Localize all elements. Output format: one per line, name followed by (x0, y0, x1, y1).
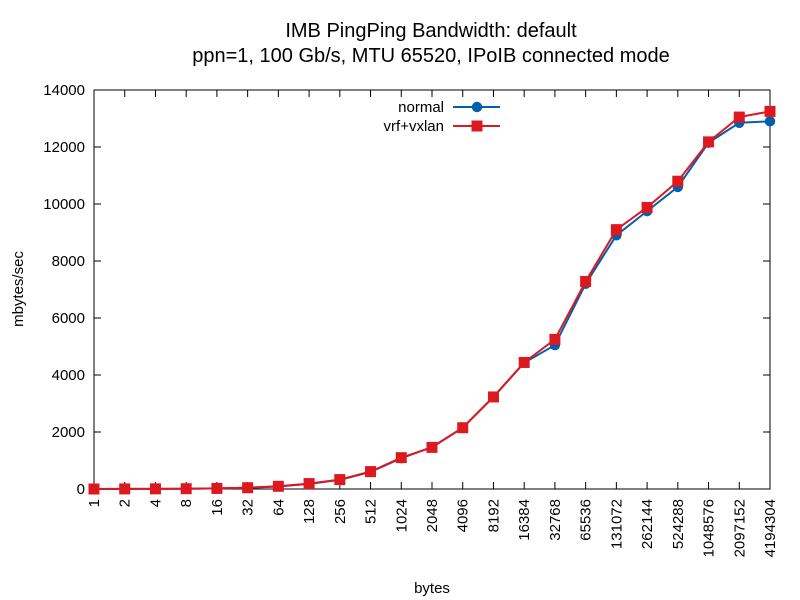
data-point (211, 482, 223, 494)
x-axis-label: bytes (414, 580, 450, 597)
x-tick-label: 128 (301, 499, 318, 524)
x-tick-label: 4 (147, 499, 164, 507)
x-tick-label: 16 (209, 499, 226, 516)
chart-title: IMB PingPing Bandwidth: default (285, 20, 577, 42)
legend-label: normal (398, 99, 444, 116)
data-point (149, 483, 161, 495)
data-point (764, 105, 776, 117)
y-tick-label: 2000 (52, 424, 85, 441)
plot-frame (93, 89, 771, 490)
x-tick-label: 16384 (516, 499, 533, 541)
data-point (580, 276, 592, 288)
data-point (334, 474, 346, 486)
data-point (703, 136, 715, 148)
y-tick-label: 14000 (43, 82, 85, 99)
x-tick-label: 2048 (424, 499, 441, 532)
legend-label: vrf+vxlan (384, 118, 444, 135)
data-point (457, 422, 469, 434)
x-tick-label: 1024 (393, 499, 410, 532)
data-point (672, 175, 684, 187)
legend-marker (471, 101, 483, 113)
series-1 (88, 105, 776, 495)
data-point (180, 483, 192, 495)
x-tick-label: 8 (178, 499, 195, 507)
x-tick-label: 8192 (485, 499, 502, 532)
x-tick-label: 65536 (578, 499, 595, 541)
y-axis: 0 2000 4000 6000 8000 10000 12000 14000 (43, 82, 770, 498)
x-tick-label: 256 (332, 499, 349, 524)
y-tick-label: 10000 (43, 196, 85, 213)
data-point (88, 483, 100, 495)
y-tick-label: 0 (77, 481, 85, 498)
legend: normal vrf+vxlan (384, 99, 500, 135)
data-point (764, 116, 776, 127)
x-tick-label: 32 (240, 499, 257, 516)
x-tick-label: 524288 (670, 499, 687, 549)
series-0 (88, 116, 776, 495)
x-tick-label: 32768 (547, 499, 564, 541)
data-point (487, 391, 499, 403)
series-layer (88, 105, 776, 495)
x-tick-label: 4194304 (762, 499, 779, 557)
x-tick-label: 64 (270, 499, 287, 516)
data-point (395, 452, 407, 464)
y-axis-label: mbytes/sec (10, 251, 27, 327)
x-tick-label: 131072 (608, 499, 625, 549)
data-point (610, 224, 622, 236)
data-point (426, 441, 438, 453)
x-tick-label: 2 (117, 499, 134, 507)
series-line (93, 110, 771, 490)
x-axis: 1 2 4 8 16 32 64 128 256 512 1024 2048 4096 8192 16384… (86, 90, 779, 557)
x-tick-label: 1048576 (701, 499, 718, 557)
data-point (119, 483, 131, 495)
legend-marker (471, 120, 483, 132)
y-tick-label: 4000 (52, 367, 85, 384)
series-line (93, 120, 771, 490)
chart-subtitle: ppn=1, 100 Gb/s, MTU 65520, IPoIB connec… (192, 45, 670, 67)
data-point (365, 466, 377, 478)
y-tick-label: 6000 (52, 310, 85, 327)
data-point (272, 480, 284, 492)
data-point (641, 201, 653, 213)
x-tick-label: 2097152 (731, 499, 748, 557)
data-point (549, 333, 561, 345)
x-tick-label: 512 (363, 499, 380, 524)
x-tick-label: 262144 (639, 499, 656, 549)
y-tick-label: 8000 (52, 253, 85, 270)
x-tick-label: 1 (86, 499, 103, 507)
data-point (303, 478, 315, 490)
x-tick-label: 4096 (455, 499, 472, 532)
data-point (518, 356, 530, 368)
data-point (733, 111, 745, 123)
data-point (242, 482, 254, 494)
y-tick-label: 12000 (43, 139, 85, 156)
